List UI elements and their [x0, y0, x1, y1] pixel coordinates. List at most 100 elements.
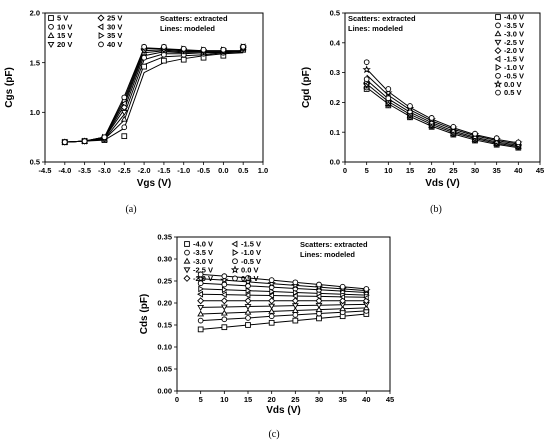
data-point	[221, 281, 228, 288]
x-tick-label: 0.5	[238, 166, 248, 175]
data-point	[268, 277, 275, 283]
legend-marker	[494, 30, 502, 37]
data-point	[197, 290, 204, 298]
chart-panel-a: -4.5 -4.0 -3.5 -3.0 -2.5 -2.0 -1.5 -1.0 -0.5 0.0 0…	[4, 9, 268, 215]
x-tick-label: 30	[315, 395, 323, 404]
legend-marker	[47, 32, 55, 38]
data-layer	[61, 43, 247, 146]
data-point	[362, 65, 371, 74]
legend-label: 0.0 V	[504, 80, 522, 89]
data-point	[493, 135, 500, 142]
legend: -4.0 V-3.5 V-3.0 V-2.5 V-2.0 V-1.5 V-1.0…	[493, 13, 524, 97]
model-line	[366, 79, 519, 146]
data-point	[141, 54, 147, 61]
data-point	[315, 297, 323, 305]
legend-label: 0.0 V	[241, 265, 259, 274]
legend-label: -0.5 V	[504, 71, 524, 80]
plot-frame	[176, 236, 391, 392]
x-tick-label: 40	[362, 395, 370, 404]
annotation-text: Lines: modeled	[160, 24, 215, 33]
data-point	[363, 286, 370, 292]
y-tick-label: 0.35	[157, 233, 172, 242]
data-point	[180, 56, 187, 63]
x-tick-label: 20	[427, 166, 435, 175]
legend-marker	[494, 47, 502, 55]
x-tick-label: -1.5	[157, 166, 170, 175]
x-tick-label: 15	[406, 166, 414, 175]
data-point	[292, 312, 299, 318]
y-tick-label: 0.15	[157, 321, 172, 330]
annotation-text: Lines: modeled	[300, 250, 355, 259]
data-point	[198, 285, 205, 293]
x-tick-label: 20	[267, 395, 275, 404]
model-line	[64, 50, 244, 143]
legend-label: 30 V	[107, 22, 122, 31]
legend-label: 25 V	[107, 14, 122, 23]
data-point	[200, 46, 207, 53]
y-tick-label: 0.5	[30, 158, 40, 167]
data-point	[316, 315, 322, 322]
legend-marker	[184, 249, 190, 256]
x-tick-label: 25	[449, 166, 457, 175]
legend-label: 35 V	[107, 31, 122, 40]
legend-label: 0.5 V	[241, 274, 259, 283]
model-line	[366, 68, 519, 144]
y-axis-label: Cds (pF)	[139, 294, 150, 335]
x-tick-label: -3.5	[78, 166, 91, 175]
data-point	[385, 95, 392, 102]
x-tick-label: -0.5	[197, 166, 210, 175]
data-point	[268, 319, 275, 326]
legend-label: 0.5 V	[504, 88, 522, 97]
legend-label: -1.0 V	[504, 63, 524, 72]
data-point	[268, 292, 275, 299]
legend-marker	[231, 240, 238, 248]
panel-caption: (b)	[430, 204, 442, 215]
annotation-text: Lines: modeled	[348, 24, 403, 33]
model-line	[200, 310, 367, 322]
data-point	[428, 115, 435, 121]
legend-marker	[495, 89, 501, 96]
data-point	[245, 315, 251, 321]
data-point	[384, 88, 393, 97]
x-tick-label: 15	[244, 395, 252, 404]
chart-panel-c: 0 5 10 15 20 25 30 35 40 45 0.00 0.05 0.10 0.15 0.20 0.…	[139, 233, 394, 440]
model-line	[200, 293, 367, 298]
legend: -4.0 V-3.5 V-3.0 V-2.5 V-2.0 V-1.5 V-1.0…	[183, 240, 261, 283]
x-tick-label: 1.0	[258, 166, 268, 175]
legend-label: -2.5 V	[193, 265, 213, 274]
legend-label: -4.0 V	[193, 240, 213, 249]
data-point	[220, 309, 228, 316]
legend-label: 5 V	[57, 14, 68, 23]
data-point	[180, 45, 187, 52]
y-tick-label: 0.05	[157, 365, 172, 374]
data-point	[197, 271, 204, 278]
y-tick-label: 0.4	[330, 38, 341, 47]
x-tick-label: -3.0	[98, 166, 111, 175]
x-tick-label: 45	[536, 166, 544, 175]
data-layer	[362, 59, 523, 151]
model-line	[200, 307, 367, 315]
model-line	[366, 87, 519, 149]
data-point	[61, 139, 68, 145]
x-tick-label: 10	[220, 395, 228, 404]
legend-label: -2.0 V	[504, 46, 524, 55]
x-tick-label: -2.5	[118, 166, 131, 175]
x-tick-label: -2.0	[138, 166, 151, 175]
x-tick-label: 0	[343, 166, 347, 175]
data-point	[221, 273, 228, 280]
x-axis-label: Vds (V)	[266, 405, 300, 416]
x-tick-label: 25	[291, 395, 299, 404]
legend-marker	[97, 23, 104, 31]
legend-label: -3.0 V	[504, 29, 524, 38]
legend-marker	[495, 72, 501, 79]
x-tick-label: 5	[365, 166, 369, 175]
model-line	[64, 52, 244, 143]
model-line	[200, 282, 367, 293]
model-line	[64, 50, 244, 143]
data-point	[450, 123, 457, 130]
legend-label: -1.0 V	[241, 248, 261, 257]
model-line	[200, 303, 367, 308]
legend-marker	[48, 15, 54, 21]
chart-panel-b: 0 5 10 15 20 25 30 35 40 45 0.0 0.1 0.2 0.3 0.4 0.5 Vds …	[301, 9, 544, 215]
legend-marker	[232, 275, 238, 282]
